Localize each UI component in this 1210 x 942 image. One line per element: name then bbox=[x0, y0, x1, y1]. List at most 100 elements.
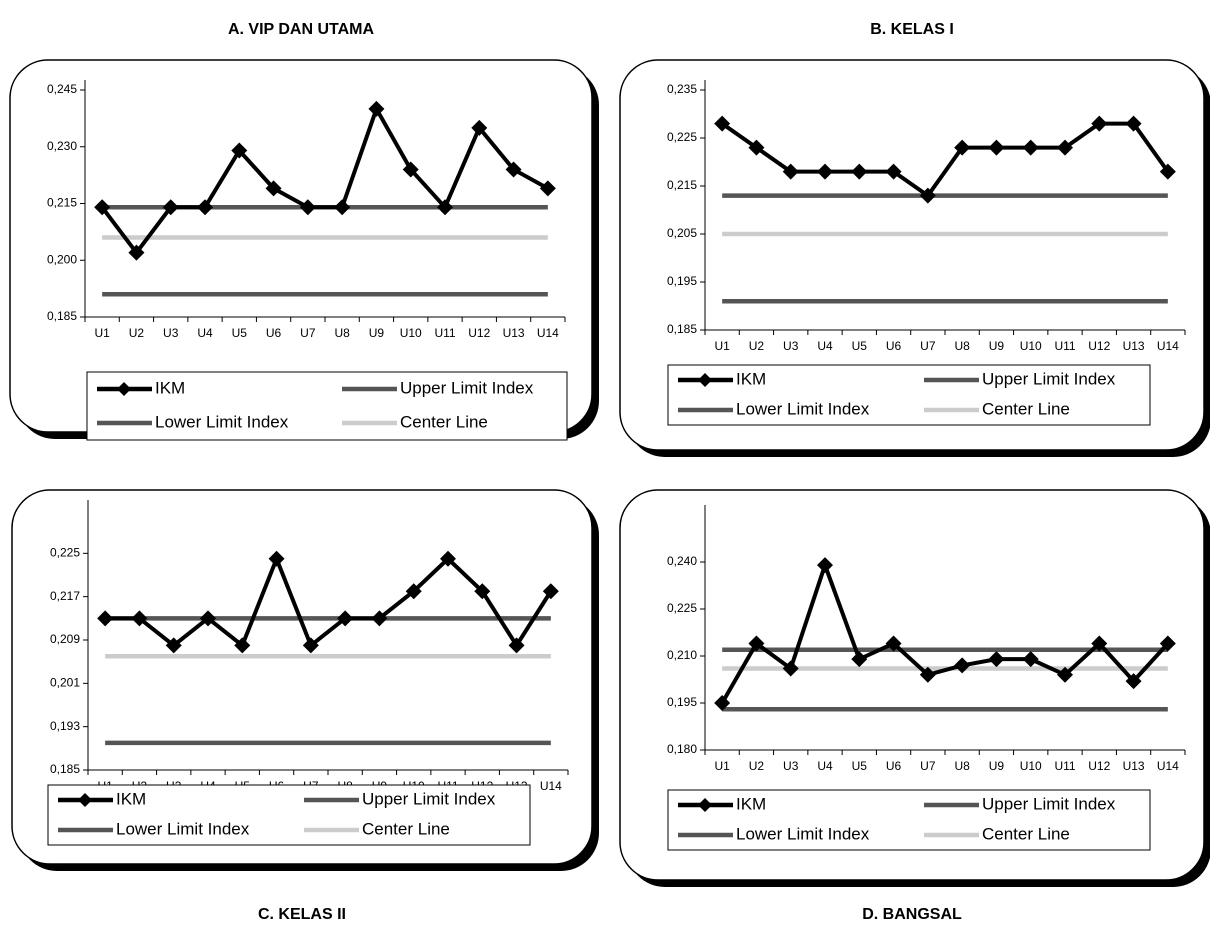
x-tick-label: U14 bbox=[1157, 759, 1179, 773]
chart-title: D. BANGSAL bbox=[862, 906, 962, 923]
marker bbox=[1125, 115, 1142, 132]
x-tick-label: U2 bbox=[129, 326, 145, 340]
legend-label: Upper Limit Index bbox=[400, 378, 534, 397]
marker bbox=[371, 610, 388, 627]
x-tick-label: U14 bbox=[540, 779, 562, 793]
y-tick-label: 0,245 bbox=[47, 82, 77, 96]
x-tick-label: U7 bbox=[920, 339, 936, 353]
y-tick-label: 0,210 bbox=[667, 648, 697, 662]
legend-label: IKM bbox=[736, 369, 766, 388]
legend-label: Lower Limit Index bbox=[155, 412, 289, 431]
x-tick-label: U4 bbox=[817, 339, 833, 353]
x-tick-label: U13 bbox=[503, 326, 525, 340]
y-tick-label: 0,215 bbox=[667, 178, 697, 192]
marker bbox=[474, 583, 491, 600]
marker bbox=[368, 100, 385, 117]
marker bbox=[440, 550, 456, 567]
legend-box bbox=[86, 371, 568, 441]
marker bbox=[919, 187, 936, 204]
x-tick-label: U12 bbox=[1088, 759, 1110, 773]
x-tick-label: U6 bbox=[266, 326, 282, 340]
chart-title: A. VIP DAN UTAMA bbox=[228, 21, 375, 38]
marker bbox=[851, 163, 868, 180]
marker bbox=[165, 637, 182, 654]
x-tick-label: U7 bbox=[300, 326, 316, 340]
chart-title: C. KELAS II bbox=[258, 906, 346, 923]
y-tick-label: 0,230 bbox=[47, 139, 77, 153]
x-tick-label: U4 bbox=[197, 326, 213, 340]
y-tick-label: 0,217 bbox=[50, 589, 80, 603]
marker bbox=[505, 161, 522, 178]
y-tick-label: 0,180 bbox=[667, 742, 697, 756]
marker bbox=[542, 583, 559, 600]
x-tick-label: U10 bbox=[1020, 339, 1042, 353]
y-tick-label: 0,201 bbox=[50, 676, 80, 690]
marker bbox=[714, 695, 731, 711]
marker bbox=[1125, 673, 1142, 690]
marker bbox=[1159, 635, 1176, 652]
x-tick-label: U2 bbox=[749, 339, 765, 353]
marker bbox=[539, 180, 556, 197]
marker bbox=[748, 635, 765, 652]
legend-marker bbox=[698, 798, 712, 812]
x-tick-label: U11 bbox=[1054, 759, 1075, 773]
x-tick-label: U9 bbox=[369, 326, 385, 340]
legend-marker bbox=[698, 373, 712, 387]
legend-label: Lower Limit Index bbox=[736, 399, 870, 418]
legend-label: IKM bbox=[116, 789, 146, 808]
y-tick-label: 0,185 bbox=[47, 309, 77, 323]
x-tick-label: U1 bbox=[714, 339, 730, 353]
legend-label: IKM bbox=[155, 378, 185, 397]
legend-label: Center Line bbox=[362, 819, 450, 838]
marker bbox=[714, 115, 731, 132]
y-tick-label: 0,235 bbox=[667, 82, 697, 96]
y-tick-label: 0,185 bbox=[50, 762, 80, 776]
y-tick-label: 0,195 bbox=[667, 274, 697, 288]
x-tick-label: U4 bbox=[817, 759, 833, 773]
x-tick-label: U13 bbox=[1123, 339, 1145, 353]
x-tick-label: U12 bbox=[1088, 339, 1110, 353]
marker bbox=[197, 199, 213, 216]
marker bbox=[919, 666, 936, 683]
y-tick-label: 0,193 bbox=[50, 719, 80, 733]
series-line bbox=[105, 553, 553, 650]
legend-label: Upper Limit Index bbox=[982, 794, 1116, 813]
x-tick-label: U14 bbox=[1157, 339, 1179, 353]
x-tick-label: U1 bbox=[714, 759, 730, 773]
x-tick-label: U6 bbox=[886, 759, 902, 773]
marker bbox=[988, 139, 1005, 156]
x-tick-label: U5 bbox=[852, 339, 868, 353]
x-tick-label: U8 bbox=[954, 759, 970, 773]
marker bbox=[334, 199, 351, 216]
marker bbox=[1022, 651, 1039, 668]
marker bbox=[954, 139, 971, 156]
marker bbox=[402, 161, 419, 178]
y-tick-label: 0,240 bbox=[667, 554, 697, 568]
legend-label: Center Line bbox=[400, 412, 488, 431]
legend-label: Lower Limit Index bbox=[116, 819, 250, 838]
legend-label: Center Line bbox=[982, 824, 1070, 843]
y-tick-label: 0,195 bbox=[667, 695, 697, 709]
x-tick-label: U14 bbox=[537, 326, 559, 340]
legend-label: Lower Limit Index bbox=[736, 824, 870, 843]
marker bbox=[1057, 666, 1073, 683]
marker bbox=[885, 163, 902, 180]
legend-box bbox=[47, 784, 531, 846]
x-tick-label: U6 bbox=[886, 339, 902, 353]
y-tick-label: 0,185 bbox=[667, 322, 697, 336]
x-tick-label: U2 bbox=[749, 759, 765, 773]
marker bbox=[954, 657, 971, 674]
y-tick-label: 0,225 bbox=[667, 130, 697, 144]
legend-label: Center Line bbox=[982, 399, 1070, 418]
x-tick-label: U13 bbox=[1123, 759, 1145, 773]
x-tick-label: U5 bbox=[232, 326, 248, 340]
x-tick-label: U11 bbox=[434, 326, 455, 340]
x-tick-label: U10 bbox=[400, 326, 422, 340]
legend-label: Upper Limit Index bbox=[362, 789, 496, 808]
legend-marker bbox=[78, 793, 92, 807]
marker bbox=[128, 244, 145, 261]
marker bbox=[302, 637, 319, 654]
legend-label: Upper Limit Index bbox=[982, 369, 1116, 388]
marker bbox=[231, 142, 248, 159]
